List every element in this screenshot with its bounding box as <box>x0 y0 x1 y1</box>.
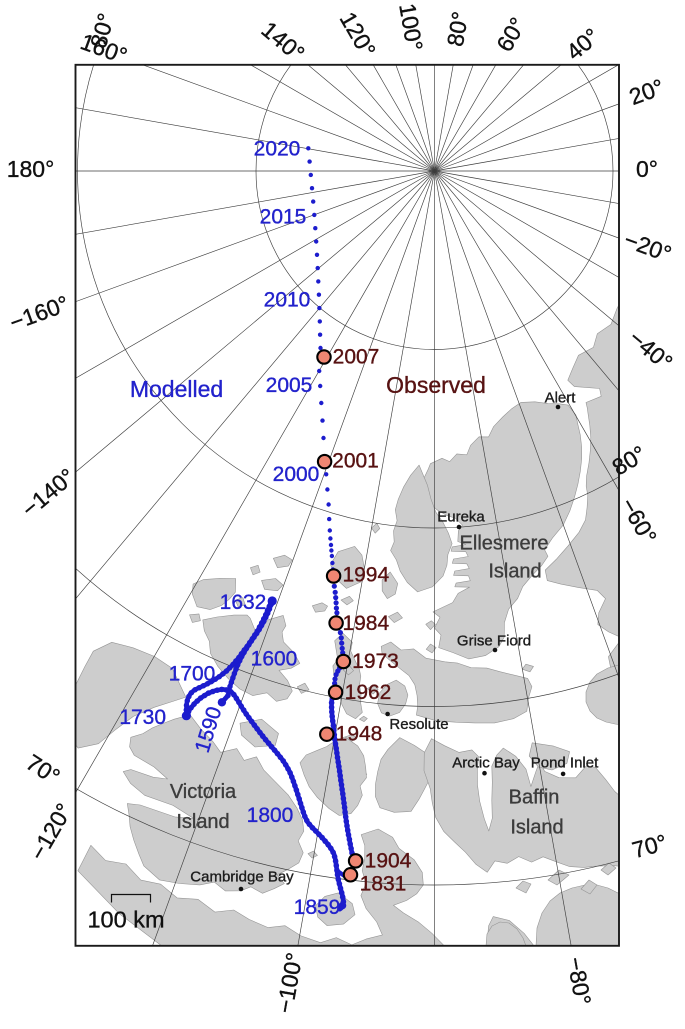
svg-text:100 km: 100 km <box>87 907 164 933</box>
svg-text:Ellesmere: Ellesmere <box>460 532 549 554</box>
svg-text:2000: 2000 <box>273 463 320 486</box>
svg-text:Arctic Bay: Arctic Bay <box>452 754 520 771</box>
svg-text:2020: 2020 <box>254 138 301 161</box>
svg-text:Island: Island <box>510 816 563 838</box>
svg-text:180°: 180° <box>7 156 55 182</box>
svg-text:Cambridge Bay: Cambridge Bay <box>190 868 294 885</box>
svg-text:1994: 1994 <box>342 564 389 587</box>
svg-text:1800: 1800 <box>247 804 294 827</box>
svg-text:2015: 2015 <box>260 206 307 229</box>
svg-text:Resolute: Resolute <box>389 716 448 733</box>
svg-text:1948: 1948 <box>336 723 383 746</box>
svg-text:2001: 2001 <box>332 450 379 473</box>
svg-text:Modelled: Modelled <box>130 376 223 402</box>
svg-text:Grise Fiord: Grise Fiord <box>457 632 531 649</box>
svg-text:Island: Island <box>176 811 229 833</box>
svg-text:Pond Inlet: Pond Inlet <box>531 754 599 771</box>
svg-text:Baffin: Baffin <box>509 786 560 808</box>
svg-text:1973: 1973 <box>352 650 399 673</box>
svg-text:0°: 0° <box>636 156 658 182</box>
svg-text:2010: 2010 <box>264 289 311 312</box>
svg-text:1859: 1859 <box>294 896 341 919</box>
svg-text:1984: 1984 <box>342 612 389 635</box>
svg-text:1904: 1904 <box>365 850 412 873</box>
svg-text:Eureka: Eureka <box>437 508 485 525</box>
svg-text:1962: 1962 <box>345 681 392 704</box>
svg-text:Observed: Observed <box>386 372 486 398</box>
svg-text:2007: 2007 <box>333 346 380 369</box>
svg-text:Island: Island <box>488 560 541 582</box>
svg-text:1831: 1831 <box>360 873 407 896</box>
svg-text:2005: 2005 <box>266 374 313 397</box>
svg-text:Victoria: Victoria <box>170 781 237 803</box>
svg-text:Alert: Alert <box>545 389 577 406</box>
svg-text:1730: 1730 <box>119 706 166 729</box>
svg-text:1632: 1632 <box>220 591 267 614</box>
svg-text:1700: 1700 <box>169 663 216 686</box>
svg-text:1600: 1600 <box>251 648 298 671</box>
